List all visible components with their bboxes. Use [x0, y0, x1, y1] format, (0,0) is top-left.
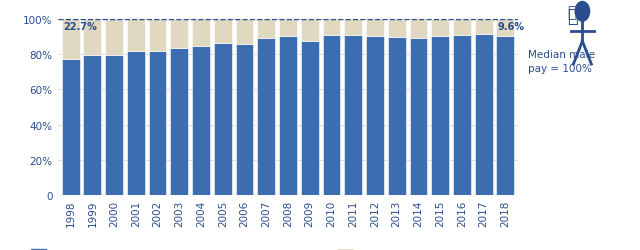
Bar [127, 52, 145, 195]
Bar [323, 36, 340, 195]
Bar [475, 35, 493, 195]
Bar [431, 20, 449, 36]
Bar [214, 20, 232, 44]
Bar [497, 37, 515, 195]
Circle shape [575, 2, 589, 22]
Bar [170, 49, 188, 195]
Bar [105, 20, 123, 56]
Bar [127, 20, 145, 52]
Bar [279, 20, 297, 36]
Bar [301, 42, 319, 195]
Bar [344, 20, 362, 36]
Bar [410, 20, 428, 38]
Bar [257, 20, 275, 38]
Bar [83, 56, 101, 195]
Text: ⛹: ⛹ [568, 8, 578, 26]
Text: 🚶: 🚶 [567, 5, 576, 20]
Bar [61, 20, 79, 60]
Bar [323, 20, 340, 36]
Bar [192, 47, 210, 195]
Bar [366, 20, 384, 36]
Bar [192, 20, 210, 47]
Bar [148, 20, 166, 52]
Bar [431, 36, 449, 195]
Bar [344, 36, 362, 195]
Bar [388, 38, 406, 195]
Bar [388, 20, 406, 38]
Bar [83, 20, 101, 56]
Bar [170, 20, 188, 49]
Bar [279, 36, 297, 195]
Bar [214, 44, 232, 195]
Bar [236, 44, 253, 195]
Bar [410, 38, 428, 195]
Bar [497, 20, 515, 37]
Text: 9.6%: 9.6% [498, 22, 525, 32]
Bar [61, 60, 79, 195]
Text: 22.7%: 22.7% [63, 22, 97, 32]
Bar [301, 20, 319, 42]
Bar [453, 20, 471, 36]
Bar [148, 52, 166, 195]
Bar [257, 38, 275, 195]
Bar [105, 56, 123, 195]
Bar [475, 20, 493, 35]
Legend: Female median gross hourly pay as a % of male pay, Gender pay gap: Female median gross hourly pay as a % of… [31, 249, 445, 250]
Text: Median male
pay = 100%: Median male pay = 100% [528, 50, 595, 74]
Bar [453, 36, 471, 195]
Bar [236, 20, 253, 44]
Bar [366, 36, 384, 195]
